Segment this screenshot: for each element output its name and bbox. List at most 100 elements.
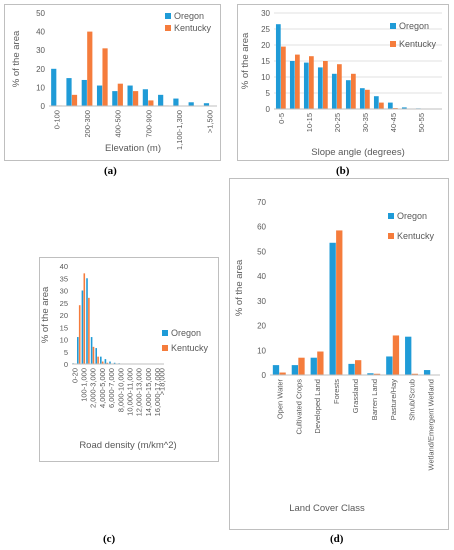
chart-1-bar-kentucky	[379, 102, 384, 109]
chart-0-xtick-label: 0-100	[53, 110, 62, 129]
chart-2-xtick-label: 16,000-17,000	[153, 368, 162, 416]
chart-d-svg: 0 10 20 30 40 50 60 70 Open Water Cultivated Crop…	[234, 198, 440, 514]
chart-2-xtick-label: 10,000-11,000	[126, 368, 135, 416]
chart-1-xtick-label: 10-15	[305, 113, 314, 132]
chart-3-ytick-label: 30	[257, 297, 266, 306]
chart-3-y-axis-title: % of the area	[234, 259, 245, 316]
chart-2-ytick-label: 20	[60, 311, 68, 320]
chart-2-bar-kentucky	[78, 305, 81, 364]
chart-2-bar-oregon	[109, 361, 111, 364]
chart-2-bar-oregon	[90, 337, 93, 364]
chart-1-bar-kentucky	[309, 56, 314, 109]
chart-3-xtick-label: Shrub/Scrub	[408, 379, 417, 421]
chart-2-xtick-label: 12,000-13,000	[135, 368, 144, 416]
chart-1-xtick-label: 20-25	[333, 113, 342, 132]
chart-1-ytick-label: 0	[266, 105, 271, 114]
chart-a-svg: 0 10 20 30 40 50 0-100 200-300 400-500 700-900 1,1…	[11, 9, 217, 154]
chart-2-ytick-label: 25	[60, 299, 68, 308]
chart-3-xtick-label: Barren Land	[370, 379, 379, 420]
chart-2-bar-oregon	[95, 348, 97, 364]
chart-1-legend-swatch-kentucky	[390, 41, 396, 47]
chart-2-xtick-label: 14,000-15,000	[144, 368, 153, 416]
chart-3-xtick-label: Cultivated Crops	[294, 379, 303, 435]
chart-0-bar-oregon	[127, 85, 133, 106]
chart-2-x-axis-title: Road density (m/km^2)	[79, 440, 176, 451]
chart-1-ytick-label: 15	[261, 57, 270, 66]
chart-2-legend-label-kentucky: Kentucky	[171, 343, 209, 353]
chart-2-bar-kentucky	[88, 297, 90, 364]
chart-2-ytick-label: 30	[60, 287, 68, 296]
chart-3-xtick-label: Forests	[332, 379, 341, 404]
chart-0-bar-oregon	[96, 85, 103, 106]
chart-0-bar-kentucky	[87, 31, 93, 107]
chart-1-bar-kentucky	[351, 73, 356, 109]
chart-1-xtick-label: 30-35	[361, 113, 370, 132]
chart-3-xtick-label: Open Water	[275, 378, 284, 419]
chart-3-bar-oregon	[291, 365, 299, 375]
chart-1-ytick-label: 30	[261, 9, 270, 18]
chart-3-ytick-label: 50	[257, 247, 266, 256]
chart-2-ytick-label: 0	[64, 360, 68, 369]
chart-2-ytick-label: 40	[60, 262, 68, 271]
chart-3-xtick-label: Developed Land	[313, 379, 322, 434]
caption-b: (b)	[336, 165, 350, 177]
chart-2-bar-kentucky	[83, 273, 86, 364]
chart-0-legend-swatch-oregon	[165, 13, 171, 19]
chart-1-bar-oregon	[345, 80, 351, 109]
chart-0-ytick-label: 0	[41, 102, 46, 111]
chart-2-legend-swatch-oregon	[162, 330, 168, 336]
chart-2-bar-oregon	[113, 362, 116, 364]
chart-2-bar-oregon	[81, 290, 84, 364]
chart-1-bar-oregon	[401, 107, 407, 109]
chart-3-legend-swatch-kentucky	[388, 233, 394, 239]
chart-1-ytick-label: 25	[261, 25, 270, 34]
chart-1-legend-label-kentucky: Kentucky	[399, 39, 437, 49]
chart-1-ytick-label: 20	[261, 41, 270, 50]
caption-a: (a)	[104, 165, 117, 177]
chart-2-y-axis-title: % of the area	[40, 286, 51, 343]
chart-1-ytick-label: 10	[261, 73, 270, 82]
chart-2-ytick-label: 5	[64, 348, 68, 357]
chart-2-xtick-label: 6,000-7,000	[107, 368, 116, 408]
chart-3-bar-oregon	[348, 363, 355, 375]
chart-0-bar-oregon	[51, 68, 57, 106]
chart-0-xtick-label: 1,100-1,300	[175, 110, 184, 150]
chart-3-bar-oregon	[423, 370, 431, 375]
chart-0-ytick-label: 50	[36, 9, 45, 18]
caption-c: (c)	[103, 533, 116, 545]
chart-2-bar-kentucky	[106, 362, 109, 364]
chart-0-bar-oregon	[203, 103, 210, 106]
chart-0-xtick-label: 700-900	[144, 110, 153, 138]
chart-1-bar-oregon	[275, 24, 281, 110]
chart-0-bar-oregon	[188, 102, 194, 106]
chart-0-ytick-label: 10	[36, 83, 45, 92]
chart-panel-d: 0 10 20 30 40 50 60 70 Open Water Cultivated Crop…	[229, 178, 449, 530]
chart-3-bar-kentucky	[355, 360, 362, 375]
chart-1-legend-label-oregon: Oregon	[399, 21, 429, 31]
chart-0-bar-kentucky	[71, 94, 78, 106]
chart-2-legend-label-oregon: Oregon	[171, 328, 201, 338]
chart-panel-b: 0 5 10 15 20 25 30 0-5 10-15 20-25 30-35 40-45 50-55…	[237, 4, 449, 161]
chart-3-ytick-label: 60	[257, 223, 266, 232]
chart-0-bar-oregon	[142, 89, 148, 106]
chart-2-bar-kentucky	[92, 346, 95, 364]
chart-1-xtick-label: 0-5	[277, 113, 286, 124]
chart-0-bar-oregon	[112, 91, 118, 106]
chart-2-xtick-label: 4,000-5,000	[98, 368, 107, 408]
chart-0-bar-kentucky	[102, 48, 108, 106]
chart-3-bar-oregon	[272, 365, 280, 375]
chart-2-xtick-label: 0-20	[70, 368, 79, 383]
chart-3-ytick-label: 0	[262, 371, 267, 380]
chart-3-bar-oregon	[367, 373, 374, 375]
chart-1-bar-oregon	[331, 73, 337, 109]
chart-c-svg: 0 5 10 15 20 25 30 35 40 0-20 100-1,000 2,000-3,000…	[40, 262, 209, 451]
chart-2-ytick-label: 35	[60, 274, 68, 283]
chart-3-bar-kentucky	[279, 372, 286, 375]
chart-1-bar-kentucky	[323, 61, 328, 109]
chart-0-y-axis-title: % of the area	[11, 30, 22, 87]
chart-1-bar-kentucky	[337, 64, 342, 109]
chart-3-xtick-label: Wetland/Emergent Wetland	[427, 379, 436, 470]
chart-1-bar-kentucky	[295, 54, 300, 109]
chart-1-bar-oregon	[317, 67, 323, 109]
chart-2-xtick-label: 8,000-10,000	[116, 368, 125, 412]
